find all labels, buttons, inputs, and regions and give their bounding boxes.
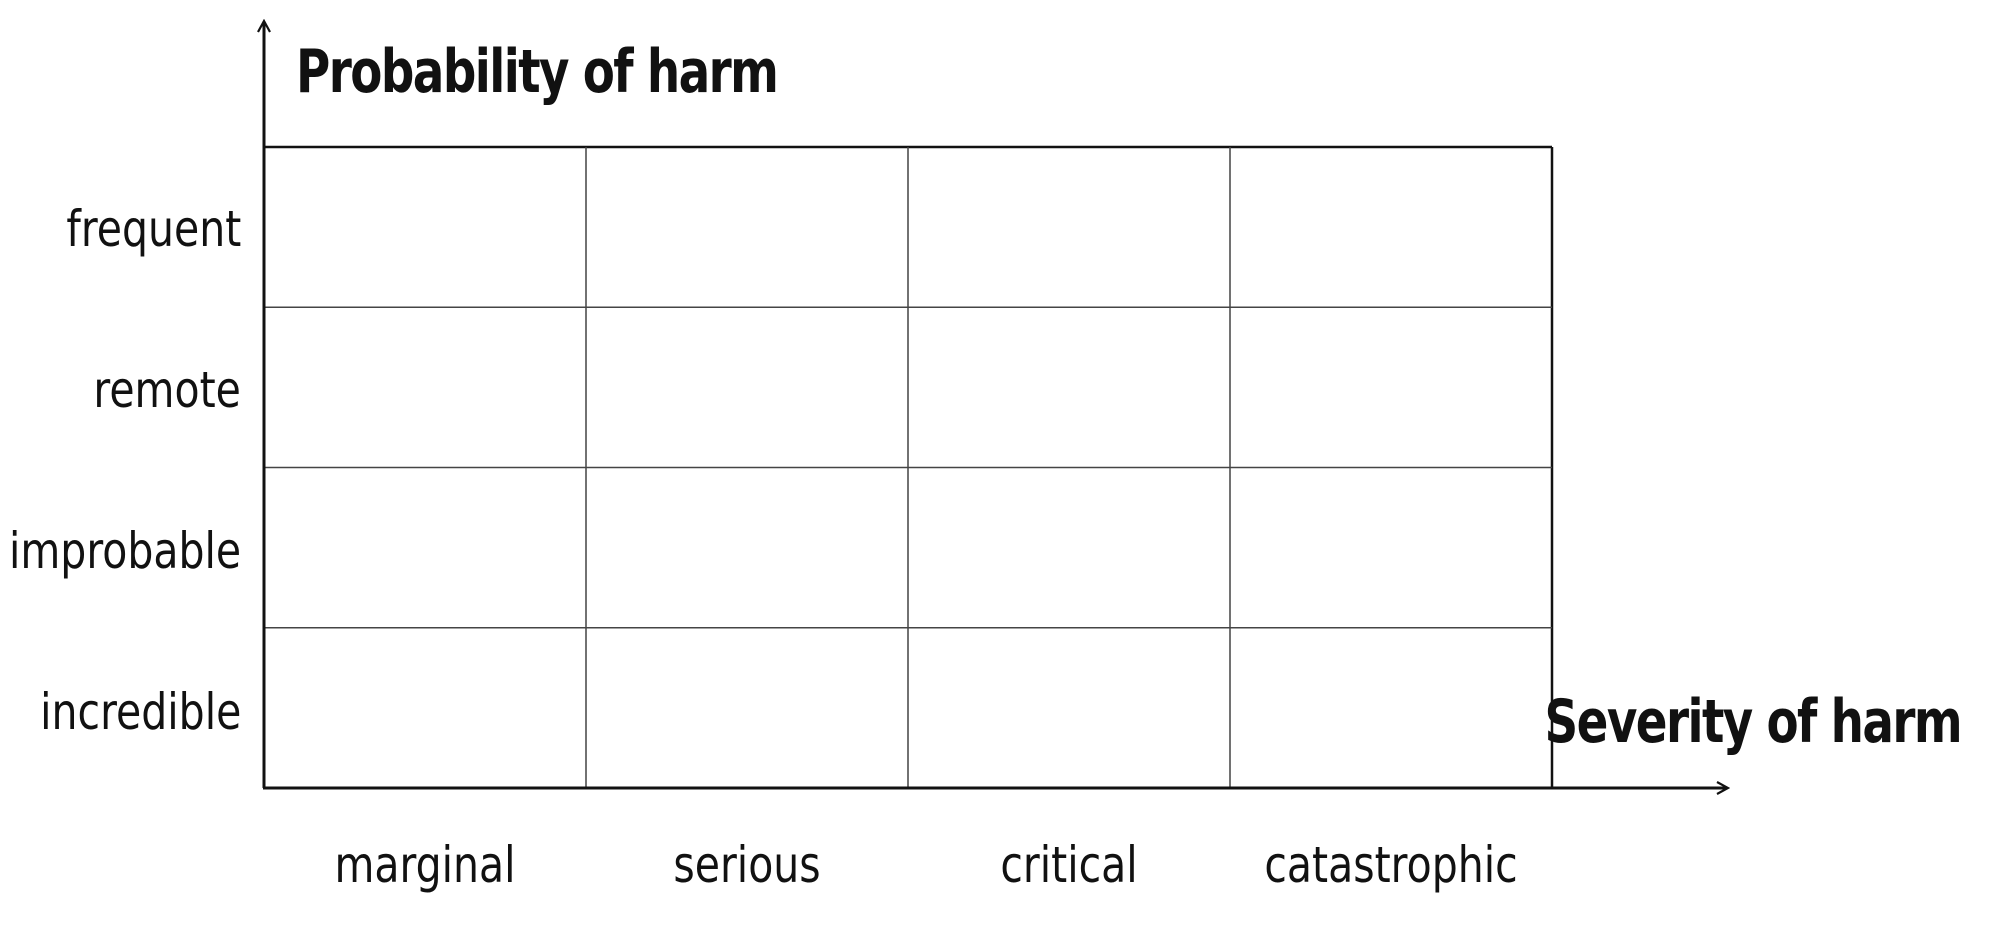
x-axis-title: Severity of harm — [1544, 687, 1962, 757]
column-label-marginal: marginal — [334, 836, 516, 894]
matrix-grid — [264, 145, 1554, 788]
column-label-critical: critical — [1000, 836, 1138, 894]
row-label-incredible: incredible — [39, 683, 241, 741]
row-label-frequent: frequent — [66, 200, 241, 258]
y-axis-title: Probability of harm — [296, 37, 779, 107]
row-label-improbable: improbable — [8, 522, 241, 580]
column-label-serious: serious — [673, 836, 821, 894]
column-label-catastrophic: catastrophic — [1264, 836, 1518, 894]
row-label-remote: remote — [93, 361, 241, 419]
